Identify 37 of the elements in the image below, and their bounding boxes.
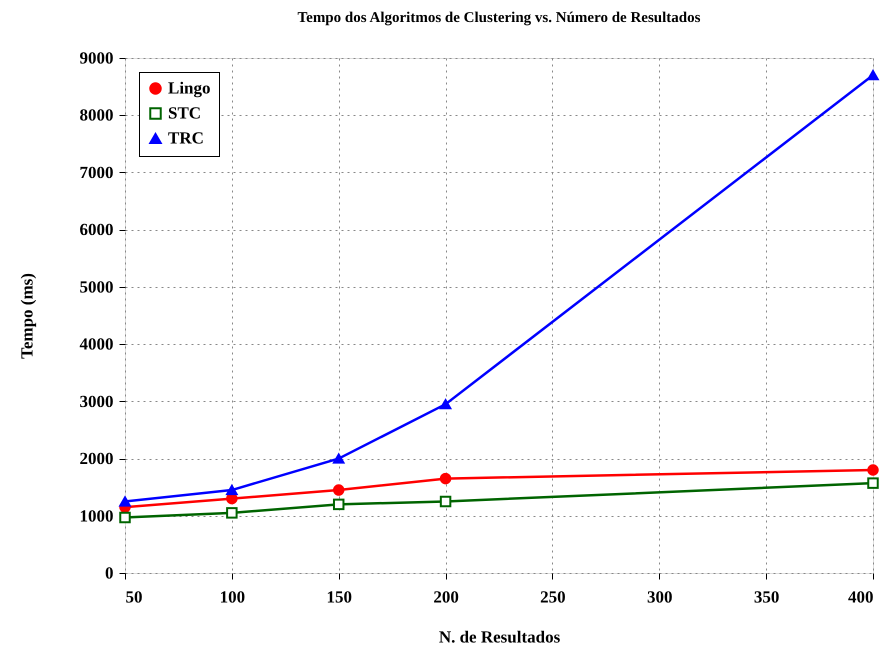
legend-label: STC — [168, 104, 202, 122]
point — [867, 70, 879, 80]
y-tick-label: 4000 — [80, 334, 114, 354]
point — [867, 477, 879, 489]
x-tick-label: 250 — [540, 588, 566, 606]
x-tick-label: 350 — [754, 588, 780, 606]
point — [440, 472, 452, 484]
point — [226, 507, 238, 519]
point — [119, 496, 131, 507]
x-axis-title: N. de Resultados — [438, 628, 561, 646]
y-tick-label: 3000 — [80, 392, 114, 411]
y-tick-label: 5000 — [80, 277, 114, 296]
legend-label: TRC — [168, 128, 204, 148]
y-tick-label: 6000 — [80, 220, 114, 240]
point — [440, 399, 452, 410]
point — [119, 512, 131, 524]
point — [867, 464, 879, 476]
x-tick-label: 50 — [126, 588, 142, 606]
point — [332, 498, 344, 510]
chart-title: Tempo dos Algoritmos de Clustering vs. Número de Resultados — [298, 10, 701, 26]
y-tick-label: 0 — [105, 564, 114, 582]
y-tick-label: 2000 — [80, 449, 114, 468]
y-axis-title: Tempo (ms) — [18, 273, 36, 359]
y-tick-label: 8000 — [80, 106, 114, 125]
legend-label: Lingo — [168, 78, 211, 98]
point — [440, 496, 452, 508]
y-tick-label: 1000 — [80, 506, 114, 526]
point — [332, 484, 344, 496]
x-tick-label: 100 — [220, 588, 246, 606]
x-tick-label: 150 — [326, 588, 352, 606]
x-tick-label: 400 — [848, 588, 874, 606]
y-tick-label: 7000 — [80, 162, 114, 182]
x-tick-label: 200 — [433, 588, 459, 606]
point — [226, 484, 238, 496]
y-tick-label: 9000 — [80, 48, 114, 68]
x-tick-label: 300 — [647, 588, 673, 606]
point — [332, 453, 344, 464]
